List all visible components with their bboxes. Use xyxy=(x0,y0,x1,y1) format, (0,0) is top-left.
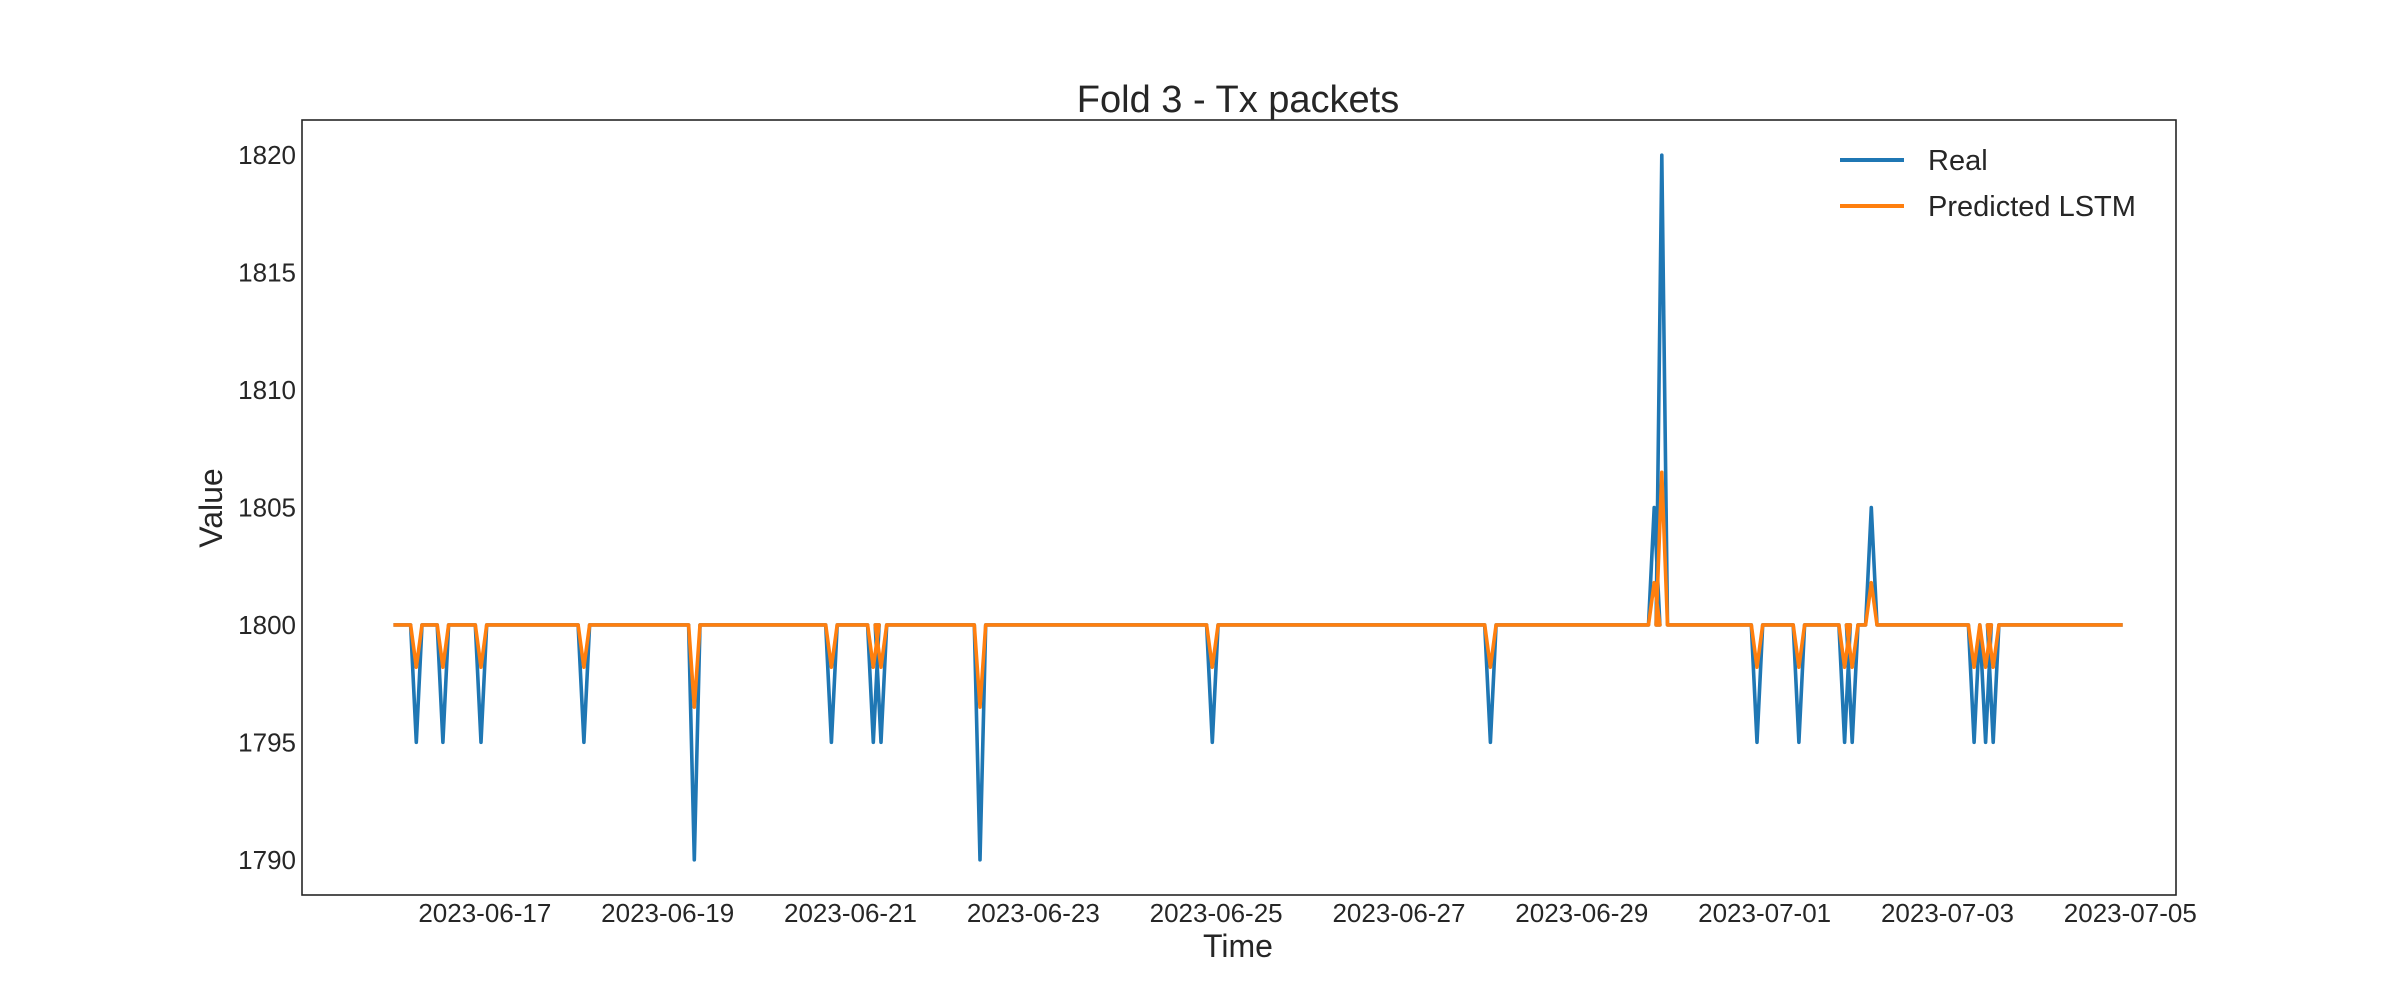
x-tick-label: 2023-06-21 xyxy=(784,898,917,928)
chart-title: Fold 3 - Tx packets xyxy=(1077,79,1399,121)
x-tick-label: 2023-06-27 xyxy=(1332,898,1465,928)
y-tick-label: 1790 xyxy=(238,845,296,875)
y-tick-label: 1820 xyxy=(238,140,296,170)
legend-label: Real xyxy=(1928,145,1988,177)
x-axis-label: Time xyxy=(1203,928,1273,964)
y-axis-label: Value xyxy=(193,468,229,547)
legend: Real Predicted LSTM xyxy=(1840,145,2136,223)
y-tick-label: 1810 xyxy=(238,375,296,405)
y-tick-label: 1795 xyxy=(238,727,296,757)
legend-label: Predicted LSTM xyxy=(1928,191,2136,223)
series-line-predicted-lstm xyxy=(393,470,2123,709)
x-tick-label: 2023-06-29 xyxy=(1515,898,1648,928)
x-tick-label: 2023-06-25 xyxy=(1150,898,1283,928)
y-tick-label: 1815 xyxy=(238,258,296,288)
x-tick-label: 2023-06-17 xyxy=(418,898,551,928)
x-tick-label: 2023-07-05 xyxy=(2064,898,2197,928)
plot-frame xyxy=(301,119,2177,896)
y-tick-label: 1800 xyxy=(238,610,296,640)
x-axis: 2023-06-17 2023-06-19 2023-06-21 2023-06-23… xyxy=(418,898,2196,928)
plot-area xyxy=(393,153,2123,862)
x-tick-label: 2023-07-01 xyxy=(1698,898,1831,928)
x-tick-label: 2023-06-23 xyxy=(967,898,1100,928)
x-tick-label: 2023-06-19 xyxy=(601,898,734,928)
x-tick-label: 2023-07-03 xyxy=(1881,898,2014,928)
series-line-real xyxy=(393,153,2123,862)
y-tick-label: 1805 xyxy=(238,493,296,523)
y-axis: 1790 1795 1800 1805 1810 1815 1820 xyxy=(238,140,296,875)
